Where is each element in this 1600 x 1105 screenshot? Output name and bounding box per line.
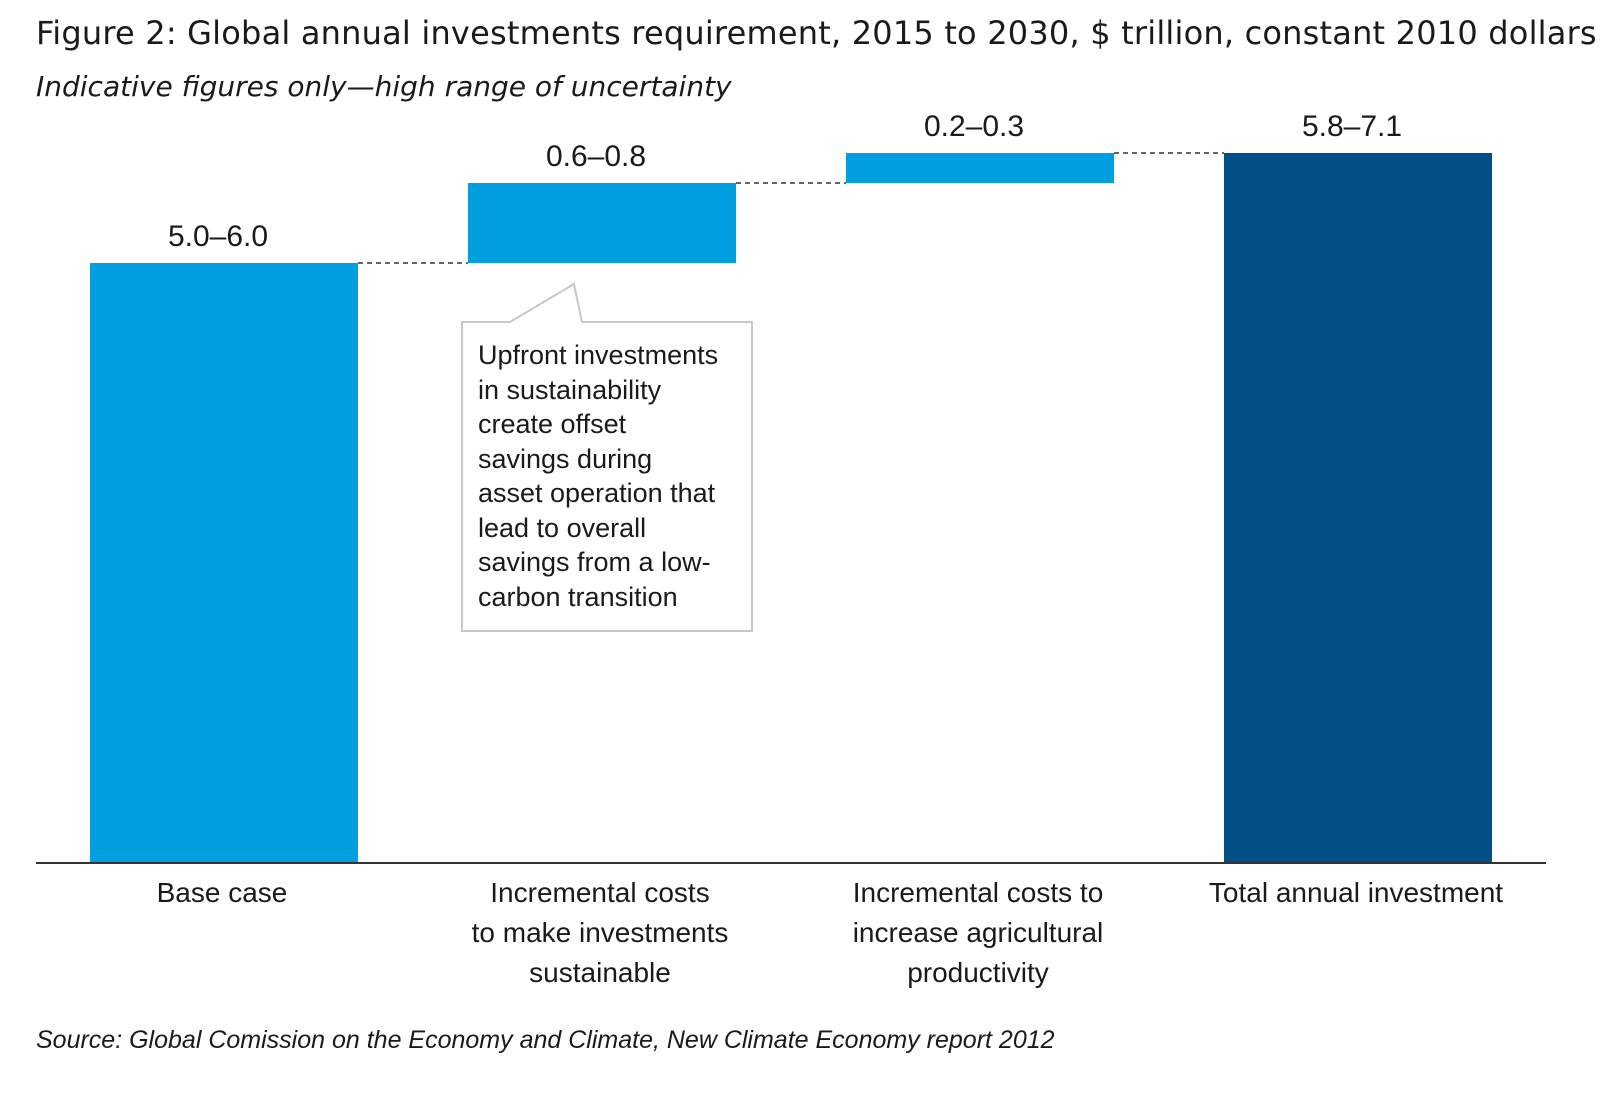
callout-box — [461, 282, 753, 632]
category-labels: Base case Incremental costs to make invest… — [157, 877, 1504, 988]
value-label-1: 0.6–0.8 — [546, 140, 646, 173]
callout-line: create offset — [478, 409, 627, 439]
callout-line: lead to overall — [478, 512, 647, 543]
chart-title: Figure 2: Global annual investments requ… — [36, 14, 1597, 52]
chart-subtitle: Indicative figures only—high range of un… — [36, 70, 732, 103]
bars — [90, 153, 1492, 863]
callout-line: carbon transition — [478, 581, 678, 612]
value-labels: 5.0–6.0 0.6–0.8 0.2–0.3 5.8–7.1 — [168, 110, 1402, 253]
category-label-2-2: productivity — [907, 957, 1049, 988]
source-note: Source: Global Comission on the Economy … — [36, 1026, 1055, 1054]
callout-line: savings from a low- — [478, 547, 711, 577]
value-label-2: 0.2–0.3 — [924, 110, 1024, 143]
category-label-3-0: Total annual investment — [1209, 877, 1503, 908]
category-label-1-2: sustainable — [529, 957, 671, 988]
value-label-0: 5.0–6.0 — [168, 220, 268, 253]
callout-line: in sustainability — [478, 374, 662, 405]
bar-2 — [846, 153, 1114, 183]
connector-lines — [358, 152, 1224, 264]
category-label-0-0: Base case — [157, 877, 288, 908]
category-label-1-1: to make investments — [472, 917, 729, 948]
category-label-2-0: Incremental costs to — [853, 877, 1104, 908]
callout-line: asset operation that — [478, 478, 716, 508]
callout-text: Upfront investments in sustainability crea… — [478, 338, 748, 614]
callout-line: savings during — [478, 443, 653, 474]
category-label-1-0: Incremental costs — [490, 877, 709, 908]
value-label-3: 5.8–7.1 — [1302, 110, 1402, 143]
callout-line: Upfront investments — [478, 340, 719, 370]
category-label-2-1: increase agricultural — [853, 917, 1104, 948]
bar-0 — [90, 263, 358, 863]
bar-3 — [1224, 153, 1492, 863]
bar-1 — [468, 183, 736, 263]
